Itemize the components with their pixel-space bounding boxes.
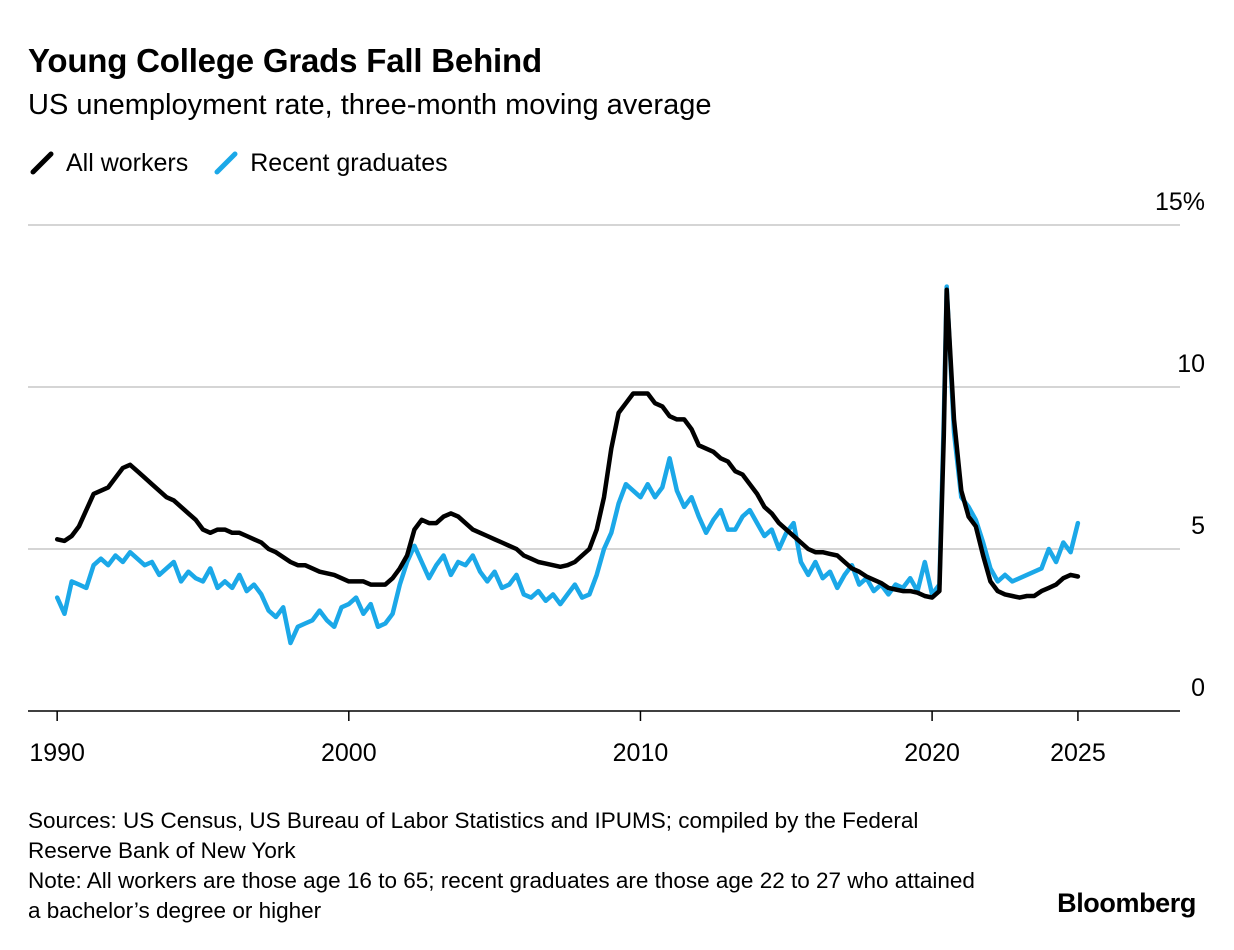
series-lines xyxy=(54,284,1081,646)
x-tick-label-2010: 2010 xyxy=(613,739,669,767)
legend-swatch-recent-graduates xyxy=(214,151,238,175)
series-line-recent-graduates xyxy=(54,284,1081,646)
y-tick-label-0: 0 xyxy=(1191,674,1205,702)
legend-label-all-workers: All workers xyxy=(66,148,189,177)
line-chart: 0 5 10 15% 1990 2000 2010 2020 2025 xyxy=(28,188,1205,767)
legend-item-all-workers: All workers xyxy=(28,149,188,178)
x-tick-label-1990: 1990 xyxy=(29,739,85,767)
axes: 0 5 10 15% 1990 2000 2010 2020 2025 xyxy=(28,188,1205,767)
y-tick-label-5: 5 xyxy=(1191,512,1205,540)
y-tick-label-10: 10 xyxy=(1177,350,1205,378)
series-line-all-workers xyxy=(54,287,1081,600)
x-tick-label-2000: 2000 xyxy=(321,739,377,767)
chart-subtitle: US unemployment rate, three-month moving… xyxy=(28,89,712,121)
chart-footer: Sources: US Census, US Bureau of Labor S… xyxy=(28,806,988,926)
legend-swatch-all-workers xyxy=(30,151,54,175)
y-tick-label-15: 15% xyxy=(1155,188,1205,216)
sources-note: Sources: US Census, US Bureau of Labor S… xyxy=(28,808,919,863)
legend-label-recent-graduates: Recent graduates xyxy=(250,148,448,177)
chart-title: Young College Grads Fall Behind xyxy=(28,42,542,79)
x-tick-label-2020: 2020 xyxy=(904,739,960,767)
legend: All workers Recent graduates xyxy=(28,146,448,180)
bloomberg-logo: Bloomberg xyxy=(1057,888,1196,918)
definitions-note: Note: All workers are those age 16 to 65… xyxy=(28,868,975,923)
legend-item-recent-graduates: Recent graduates xyxy=(212,148,448,178)
x-tick-label-2025: 2025 xyxy=(1050,739,1106,767)
